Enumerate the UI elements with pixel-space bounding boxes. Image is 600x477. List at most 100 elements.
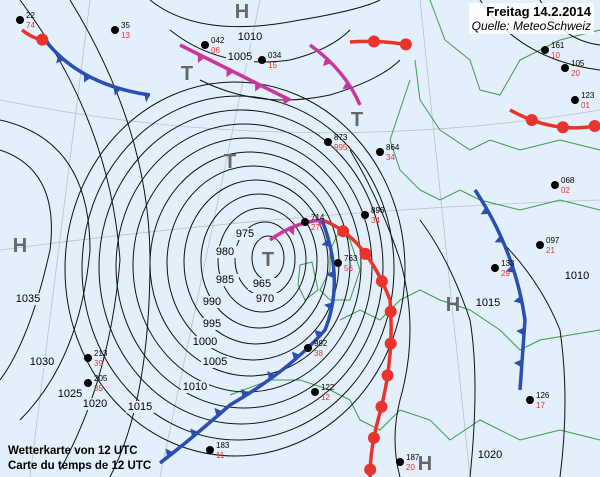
station-marker <box>324 138 332 146</box>
station-temperature: 20 <box>406 463 415 472</box>
warm-front-semicircle <box>367 431 380 444</box>
cold-front <box>473 189 527 391</box>
station-marker <box>201 41 209 49</box>
station-marker <box>304 344 312 352</box>
warm-front-semicircle <box>337 225 350 238</box>
warm-front-semicircle <box>399 38 412 51</box>
map-caption: Wetterkarte von 12 UTC Carte du temps de… <box>8 444 151 474</box>
isobar-label-bg <box>198 318 226 330</box>
cold-front-triangle <box>214 407 223 417</box>
station-temperature: 21 <box>546 246 555 255</box>
station-marker <box>84 379 92 387</box>
station-temperature: 34 <box>386 153 395 162</box>
station-temperature: 11 <box>216 451 225 460</box>
isobar-label-bg <box>211 246 239 258</box>
warm-front-semicircle <box>588 119 600 132</box>
isobar-label-bg <box>14 293 42 305</box>
station-pressure: 213 <box>94 349 108 358</box>
occluded-front <box>308 43 362 106</box>
isobar-label-bg <box>191 336 219 348</box>
station-marker <box>571 96 579 104</box>
station-marker <box>311 388 319 396</box>
coastline <box>229 379 600 441</box>
station-pressure: 105 <box>571 59 585 68</box>
isobar-label: 985 <box>216 274 234 286</box>
isobar-label-bg <box>563 270 591 282</box>
pressure-system-high: H <box>235 1 249 23</box>
isobar-label: 1005 <box>228 51 252 63</box>
occluded-front-triangle <box>226 68 234 78</box>
isobar-label: 1020 <box>478 449 502 461</box>
station-pressure: 068 <box>561 176 575 185</box>
isobar-label-bg <box>251 293 279 305</box>
isobar-label-bg <box>236 31 264 43</box>
station-marker <box>541 46 549 54</box>
station-temperature: 15 <box>268 61 277 70</box>
map-source: Quelle: MeteoSchweiz <box>471 19 591 33</box>
coastline <box>339 289 600 351</box>
cold-front-triangle <box>326 270 335 279</box>
warm-front-semicircle <box>359 247 372 260</box>
graticule-line <box>159 0 261 477</box>
isobar <box>166 165 340 361</box>
station-marker <box>334 259 342 267</box>
cold-front-triangle <box>505 265 515 273</box>
isobar-label-bg <box>474 297 502 309</box>
isobar <box>183 179 329 345</box>
cold-front-triangle <box>513 359 523 368</box>
station-marker <box>301 218 309 226</box>
isobar <box>69 0 151 477</box>
station-pressure: 126 <box>536 391 550 400</box>
station-temperature: 29 <box>501 269 510 278</box>
isobar <box>98 109 384 425</box>
station-marker <box>84 354 92 362</box>
isobar-label: 1010 <box>238 31 262 43</box>
graticule-line <box>419 0 471 477</box>
caption-french: Carte du temps de 12 UTC <box>8 460 152 472</box>
occluded-front-triangle <box>197 53 206 63</box>
graticule-line <box>0 99 600 134</box>
warm-front-semicircle <box>367 35 380 48</box>
coastline <box>414 59 600 151</box>
station-temperature: 56 <box>344 264 353 273</box>
warm-front-semicircle <box>525 113 538 126</box>
cold-front-triangle <box>516 327 525 336</box>
isobar-label: 1015 <box>128 401 152 413</box>
isobar <box>81 95 395 441</box>
station-pressure: 097 <box>546 236 560 245</box>
warm-front-semicircle <box>375 400 388 413</box>
isobar <box>349 149 411 477</box>
coastline <box>389 79 411 141</box>
isobar-label-bg <box>248 278 276 290</box>
isobar-label: 1000 <box>193 336 217 348</box>
isobar-label: 1015 <box>476 297 500 309</box>
station-marker <box>526 396 534 404</box>
cold-front-triangle <box>83 73 92 83</box>
isobar <box>0 119 91 421</box>
station-temperature: 06 <box>211 46 220 55</box>
warm-front-semicircle <box>36 33 49 46</box>
coastline <box>389 139 600 211</box>
pressure-system-low: T <box>262 249 274 271</box>
station-marker <box>361 211 369 219</box>
station-pressure: 205 <box>94 374 108 383</box>
cold-front-triangle <box>324 302 333 311</box>
station-temperature: 12 <box>321 393 330 402</box>
warm-front <box>509 108 600 130</box>
station-pressure: 183 <box>216 441 230 450</box>
station-temperature: 27 <box>311 223 320 232</box>
isobar <box>132 137 362 393</box>
station-pressure: 122 <box>321 383 335 392</box>
station-pressure: 161 <box>551 41 565 50</box>
coastline <box>297 261 319 301</box>
isobar-label: 1025 <box>58 388 82 400</box>
isobar-label: 975 <box>236 228 254 240</box>
station-temperature: 38 <box>314 349 323 358</box>
warm-front-semicircle <box>384 305 397 318</box>
isobar-label-bg <box>226 51 254 63</box>
station-pressure: 22 <box>26 11 35 20</box>
station-marker <box>551 181 559 189</box>
isobar-label-bg <box>201 356 229 368</box>
coastline <box>429 0 600 96</box>
